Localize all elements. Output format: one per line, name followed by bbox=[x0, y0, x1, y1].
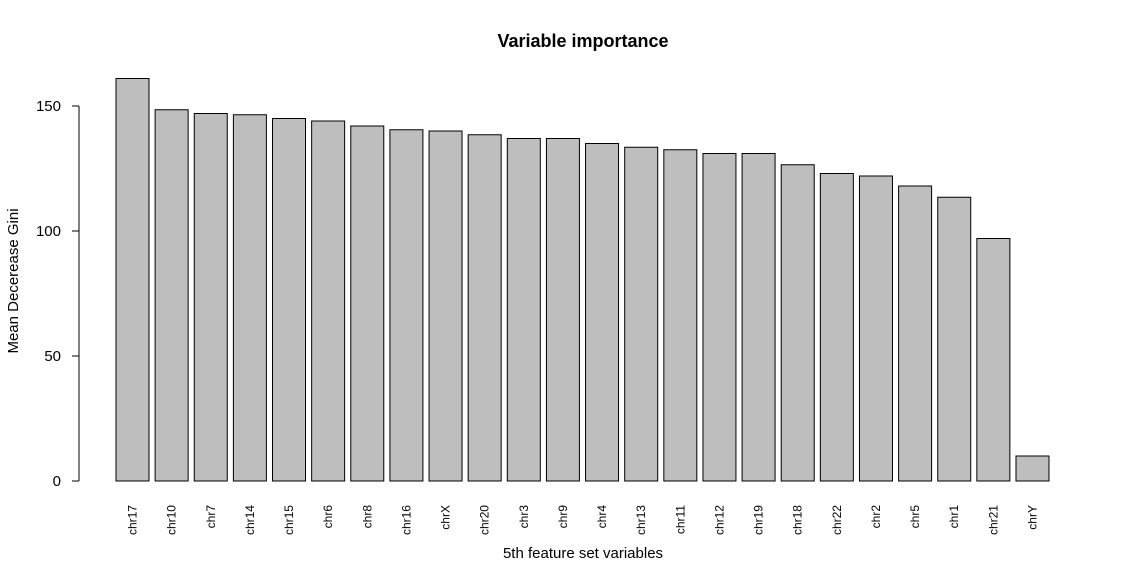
x-axis-label: 5th feature set variables bbox=[503, 545, 663, 562]
category-label-chr8: chr8 bbox=[360, 505, 374, 529]
bar-chr7 bbox=[193, 113, 228, 482]
y-axis-label: Mean Decerease Gini bbox=[5, 208, 22, 353]
category-label-chr10: chr10 bbox=[165, 505, 179, 535]
category-label-chr13: chr13 bbox=[634, 505, 648, 535]
category-label-chr19: chr19 bbox=[752, 505, 766, 535]
category-label-chr7: chr7 bbox=[204, 505, 218, 529]
category-label-chr14: chr14 bbox=[243, 505, 257, 535]
bar-chr1 bbox=[937, 196, 972, 482]
bar-chr4 bbox=[585, 143, 620, 482]
bar-chr16 bbox=[389, 129, 424, 482]
category-label-chr15: chr15 bbox=[282, 505, 296, 535]
bar-chr2 bbox=[858, 175, 893, 482]
y-axis: 0 50 100 150 bbox=[36, 98, 80, 490]
category-label-chr16: chr16 bbox=[399, 505, 413, 535]
y-tick-label: 0 bbox=[53, 473, 61, 490]
bar-chr9 bbox=[545, 138, 580, 482]
category-label-chr1: chr1 bbox=[947, 505, 961, 529]
bar-chr20 bbox=[467, 134, 502, 482]
y-tick-label: 150 bbox=[36, 98, 61, 115]
bar-chr8 bbox=[350, 125, 385, 482]
bar-chr17 bbox=[115, 78, 150, 482]
bar-chr3 bbox=[506, 138, 541, 482]
category-label-chr6: chr6 bbox=[321, 505, 335, 529]
bar-chr13 bbox=[624, 146, 659, 482]
bar-chr6 bbox=[311, 120, 346, 482]
bar-chr11 bbox=[663, 149, 698, 482]
category-labels: chr17 chr10 chr7 chr14 chr15 chr6 chr8 chr16 chr… bbox=[126, 505, 1040, 535]
category-label-chr12: chr12 bbox=[712, 505, 726, 535]
category-label-chr3: chr3 bbox=[517, 505, 531, 529]
bar-chr5 bbox=[898, 185, 933, 482]
bar-chr22 bbox=[819, 173, 854, 482]
category-label-chr21: chr21 bbox=[986, 505, 1000, 535]
category-label-chr5: chr5 bbox=[908, 505, 922, 529]
bar-chr19 bbox=[741, 153, 776, 482]
category-label-chr18: chr18 bbox=[791, 505, 805, 535]
bar-chr18 bbox=[780, 164, 815, 482]
bar-chr12 bbox=[702, 153, 737, 482]
category-label-chrY: chrY bbox=[1025, 505, 1039, 530]
category-label-chr22: chr22 bbox=[830, 505, 844, 535]
bar-chr10 bbox=[154, 109, 189, 482]
bar-chrY bbox=[1015, 455, 1050, 482]
bar-chr21 bbox=[976, 238, 1011, 482]
chart-title: Variable importance bbox=[497, 31, 668, 51]
category-label-chr2: chr2 bbox=[869, 505, 883, 529]
bar-chrX bbox=[428, 130, 463, 482]
category-label-chr4: chr4 bbox=[595, 505, 609, 529]
bar-chr15 bbox=[272, 118, 307, 482]
category-label-chr20: chr20 bbox=[478, 505, 492, 535]
category-label-chr11: chr11 bbox=[673, 505, 687, 534]
bar-chr14 bbox=[232, 114, 267, 482]
y-tick-label: 100 bbox=[36, 223, 61, 240]
category-label-chr17: chr17 bbox=[126, 505, 140, 535]
y-tick-label: 50 bbox=[44, 348, 61, 365]
category-label-chr9: chr9 bbox=[556, 505, 570, 529]
bars bbox=[115, 78, 1050, 482]
category-label-chrX: chrX bbox=[439, 505, 453, 530]
